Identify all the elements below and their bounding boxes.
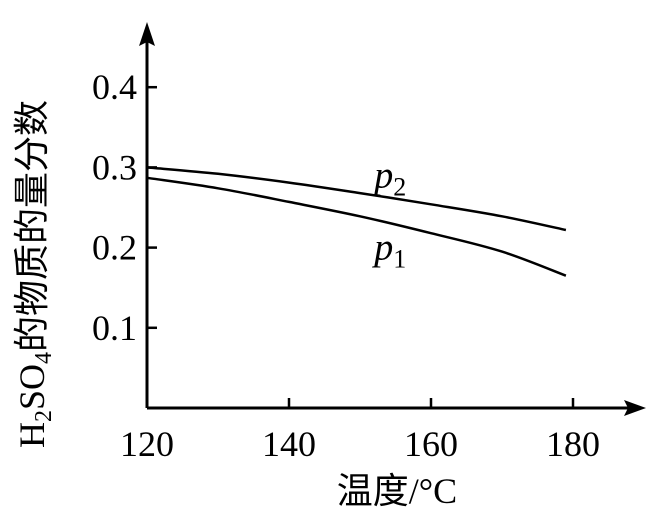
x-tick-label: 120 — [120, 424, 174, 464]
y-tick-label: 0.3 — [92, 147, 137, 187]
ticks: 120 140 160 180 0.1 0.2 0.3 0.4 — [92, 67, 600, 464]
series-line-p1 — [146, 176, 567, 277]
series-line-p2 — [146, 166, 567, 232]
x-tick-label: 180 — [546, 424, 600, 464]
series: p2 p1 — [146, 154, 567, 277]
x-axis-title: 温度/°C — [337, 471, 457, 511]
y-tick-label: 0.4 — [92, 67, 137, 107]
x-axis-arrow-icon — [624, 400, 646, 416]
y-axis-title: H2SO4的物质的量分数 — [12, 100, 57, 448]
y-tick-label: 0.2 — [92, 228, 137, 268]
series-label-p1: p1 — [371, 227, 406, 274]
x-tick-label: 140 — [262, 424, 316, 464]
series-label-p2: p2 — [371, 154, 406, 201]
x-tick-label: 160 — [404, 424, 458, 464]
axes — [139, 22, 646, 416]
y-axis-arrow-icon — [139, 22, 155, 46]
y-tick-label: 0.1 — [92, 308, 137, 348]
